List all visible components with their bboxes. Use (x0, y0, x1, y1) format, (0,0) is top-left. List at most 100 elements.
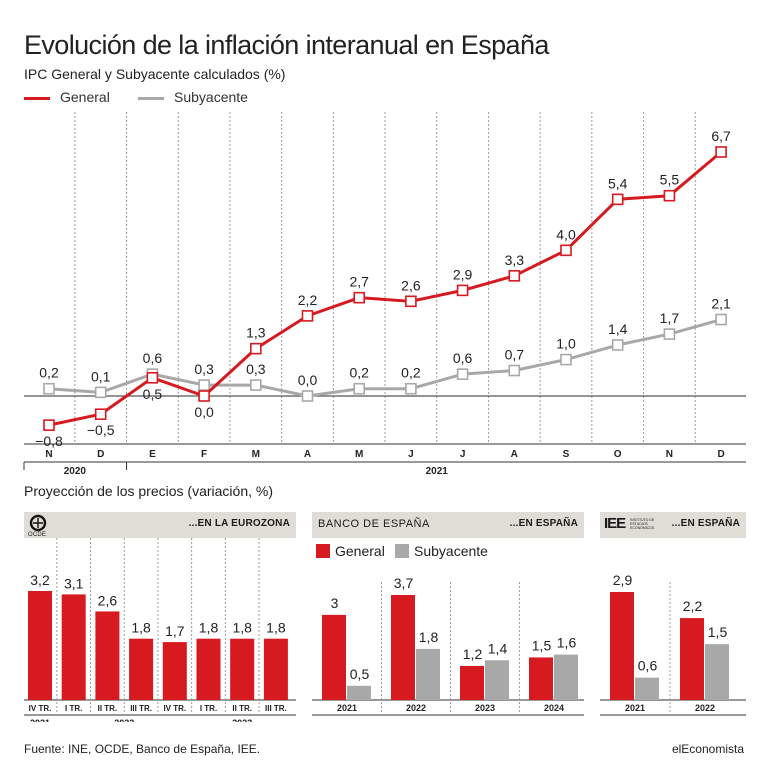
general-data-label: −0,8 (35, 433, 63, 449)
bde-panel-heading: ...EN ESPAÑA (509, 518, 578, 529)
ocde-year-label: 2022 (114, 718, 134, 722)
bde-bar-label: 3,7 (394, 575, 414, 591)
ocde-bar-chart: 3,2 IV TR. 3,1 I TR. 2,6 II TR. 1,8 III TR. 1,7 I… (24, 538, 296, 722)
bde-bar-subyacente (554, 654, 578, 700)
legend-label-general: General (60, 89, 110, 105)
x-tick-label: S (563, 449, 570, 460)
bde-bar-label: 1,8 (419, 629, 439, 645)
bde-bar-label: 1,2 (463, 646, 483, 662)
subyacente-data-label: 0,2 (349, 365, 369, 381)
x-tick-label: N (45, 449, 52, 460)
bde-bar-general (391, 595, 415, 700)
subyacente-data-label: 0,3 (194, 361, 214, 377)
ocde-bar (28, 591, 52, 700)
bde-legend-swatch-subyacente (395, 544, 409, 558)
bde-legend-label-subyacente: Subyacente (414, 543, 488, 559)
bde-bar-label: 1,4 (488, 640, 508, 656)
general-data-label: 0,5 (143, 386, 163, 402)
general-data-label: 5,4 (608, 175, 628, 191)
source-note: Fuente: INE, OCDE, Banco de España, IEE. (24, 742, 261, 756)
x-tick-label: J (460, 449, 466, 460)
bde-bar-label: 3 (331, 595, 339, 611)
general-point (405, 295, 417, 308)
ocde-bar-label: 2,6 (98, 592, 118, 608)
bde-bar-general (460, 665, 484, 700)
general-point (198, 390, 210, 402)
general-data-label: 2,7 (349, 274, 369, 290)
iee-bar-label: 1,5 (708, 624, 728, 640)
general-point (43, 419, 55, 431)
subyacente-point (301, 390, 314, 402)
general-data-label: 3,3 (505, 252, 525, 268)
general-point (146, 371, 159, 384)
brand-name: elEconomista (671, 742, 744, 756)
ocde-x-tick-label: III TR. (130, 704, 152, 713)
subyacente-data-label: 1,4 (608, 321, 628, 337)
general-point (94, 408, 107, 421)
general-data-label: −0,5 (87, 422, 115, 438)
general-data-label: 2,2 (298, 292, 318, 308)
ocde-bar-label: 1,7 (165, 623, 185, 639)
bde-logo-text: BANCO DE ESPAÑA (318, 518, 430, 530)
bde-bar-label: 1,5 (532, 637, 552, 653)
bde-legend-swatch-general (316, 544, 330, 558)
subyacente-data-label: 0,0 (298, 372, 318, 388)
iee-logo-text: IEE (604, 515, 626, 532)
bde-bar-general (322, 614, 346, 700)
legend-label-subyacente: Subyacente (174, 89, 248, 105)
general-data-label: 4,0 (556, 226, 576, 242)
subyacente-point (715, 313, 727, 326)
ocde-x-tick-label: IV TR. (29, 704, 52, 713)
subyacente-point (560, 353, 572, 366)
bde-x-tick-label: 2023 (475, 703, 495, 713)
subyacente-data-label: 1,0 (556, 336, 576, 352)
iee-x-tick-label: 2022 (695, 703, 715, 713)
x-tick-label: O (614, 449, 622, 460)
projection-section-title: Proyección de los precios (variación, %) (24, 483, 273, 499)
chart-subtitle: IPC General y Subyacente calculados (%) (24, 66, 286, 82)
iee-panel-header: IEE INSTITUTO DE ESTUDIOS ECONÓMICOS ...… (600, 512, 746, 538)
bde-x-tick-label: 2024 (544, 703, 564, 713)
subyacente-point (94, 386, 107, 399)
bde-bar-chart: 3 0,5 2021 3,7 1,8 2022 1,2 1,4 2023 1,5 1,6 2024 (312, 575, 584, 716)
ocde-bar-label: 1,8 (131, 620, 151, 636)
x-tick-label: D (97, 449, 104, 460)
general-point (301, 310, 314, 322)
iee-logo-caption: INSTITUTO DE ESTUDIOS ECONÓMICOS (630, 518, 655, 530)
ocde-bar (196, 638, 221, 700)
subyacente-data-label: 0,2 (401, 365, 421, 381)
iee-x-tick-label: 2021 (625, 703, 645, 713)
ocde-x-tick-label: II TR. (232, 704, 252, 713)
ocde-logo-icon (29, 514, 47, 532)
ocde-bar (162, 642, 187, 700)
general-data-label: 0,0 (194, 404, 214, 420)
chart-title: Evolución de la inflación interanual en … (24, 30, 549, 60)
subyacente-point (250, 379, 262, 391)
ocde-x-tick-label: IV TR. (163, 704, 186, 713)
bde-legend-subyacente: Subyacente (395, 543, 488, 559)
subyacente-point (508, 364, 521, 377)
x-tick-label: N (666, 449, 673, 460)
bde-bar-label: 1,6 (557, 635, 577, 651)
bde-panel: BANCO DE ESPAÑA ...EN ESPAÑA General Sub… (312, 512, 584, 722)
general-point (508, 270, 521, 282)
subyacente-point (456, 368, 469, 380)
subyacente-point (353, 382, 366, 395)
bde-bar-label: 0,5 (350, 666, 370, 682)
bde-legend-label-general: General (335, 543, 385, 559)
iee-bar-subyacente (635, 677, 659, 700)
general-line (48, 150, 723, 427)
general-data-label: 2,6 (401, 277, 421, 293)
iee-bar-chart: 2,9 0,6 2021 2,2 1,5 2022 (600, 572, 746, 716)
ocde-bar (95, 611, 120, 700)
ocde-bar-label: 1,8 (266, 620, 286, 636)
subyacente-point (198, 379, 210, 391)
iee-panel-heading: ...EN ESPAÑA (671, 518, 740, 529)
x-tick-label: M (355, 449, 363, 460)
bde-panel-header: BANCO DE ESPAÑA ...EN ESPAÑA (312, 512, 584, 538)
ocde-panel-header: OCDE ...EN LA EUROZONA (24, 512, 296, 538)
general-point (715, 146, 727, 158)
ocde-panel: OCDE ...EN LA EUROZONA 3,2 IV TR. 3,1 I TR.… (24, 512, 296, 722)
iee-bar-label: 2,2 (683, 598, 703, 614)
ocde-panel-heading: ...EN LA EUROZONA (188, 518, 290, 529)
